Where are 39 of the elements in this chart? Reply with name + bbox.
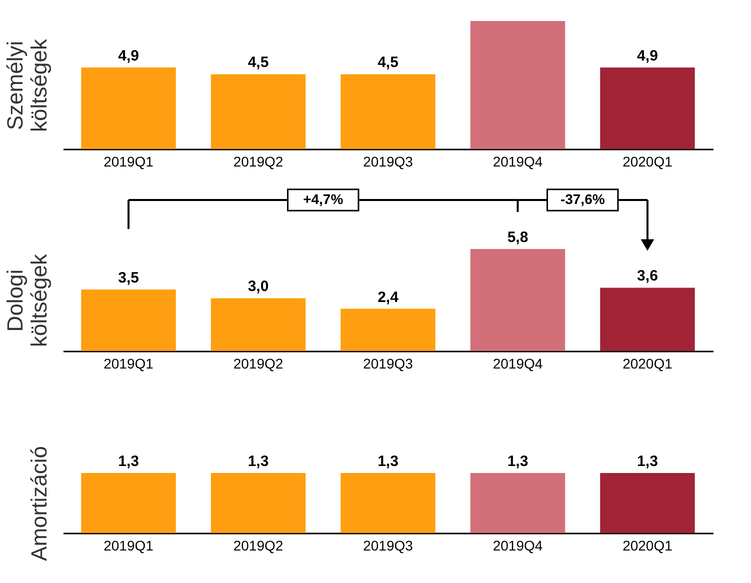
data-label: 1,3	[118, 453, 139, 470]
x-tick-label: 2019Q1	[104, 356, 154, 372]
x-tick-label: 2019Q4	[492, 538, 543, 554]
x-tick-label: 2019Q3	[363, 356, 414, 372]
y-axis-title: Személyi költségek	[2, 38, 52, 132]
y-axis-title: Amortizáció	[26, 446, 52, 561]
x-tick-label: 2019Q1	[104, 154, 154, 170]
y-axis-title: Dologi költségek	[2, 253, 52, 347]
data-label: 5,8	[507, 229, 528, 246]
bar	[210, 298, 306, 351]
x-tick-label: 2019Q2	[233, 356, 284, 372]
x-tick-label: 2019Q1	[104, 538, 154, 554]
x-tick-label: 2019Q4	[492, 356, 543, 372]
x-tick-label: 2019Q2	[233, 154, 284, 170]
x-tick-label: 2020Q1	[622, 538, 673, 554]
x-tick-label: 2019Q2	[233, 538, 284, 554]
data-label: 3,5	[118, 269, 139, 286]
data-label: 4,5	[248, 54, 269, 72]
x-tick-label: 2020Q1	[622, 154, 673, 170]
data-label: 4,5	[378, 54, 398, 72]
data-label: 3,6	[637, 268, 658, 285]
x-tick-label: 2020Q1	[622, 356, 673, 372]
bar	[600, 288, 695, 351]
data-label: 4,9	[637, 48, 658, 65]
bar	[340, 308, 436, 351]
bar	[81, 289, 176, 351]
x-tick-label: 2019Q3	[363, 154, 414, 170]
text: +4,7%	[303, 191, 344, 207]
text: -37,6%	[560, 191, 606, 207]
data-label: 3,0	[248, 278, 269, 296]
x-tick-label: 2019Q3	[363, 538, 414, 554]
data-label: 4,9	[118, 48, 139, 65]
data-label: 2,4	[378, 288, 400, 306]
x-tick-label: 2019Q4	[492, 154, 543, 170]
data-label: 1,3	[637, 453, 658, 470]
data-label: 1,3	[248, 453, 269, 470]
data-label: 1,3	[378, 453, 398, 470]
bar	[470, 249, 566, 351]
data-label: 1,3	[507, 453, 528, 470]
